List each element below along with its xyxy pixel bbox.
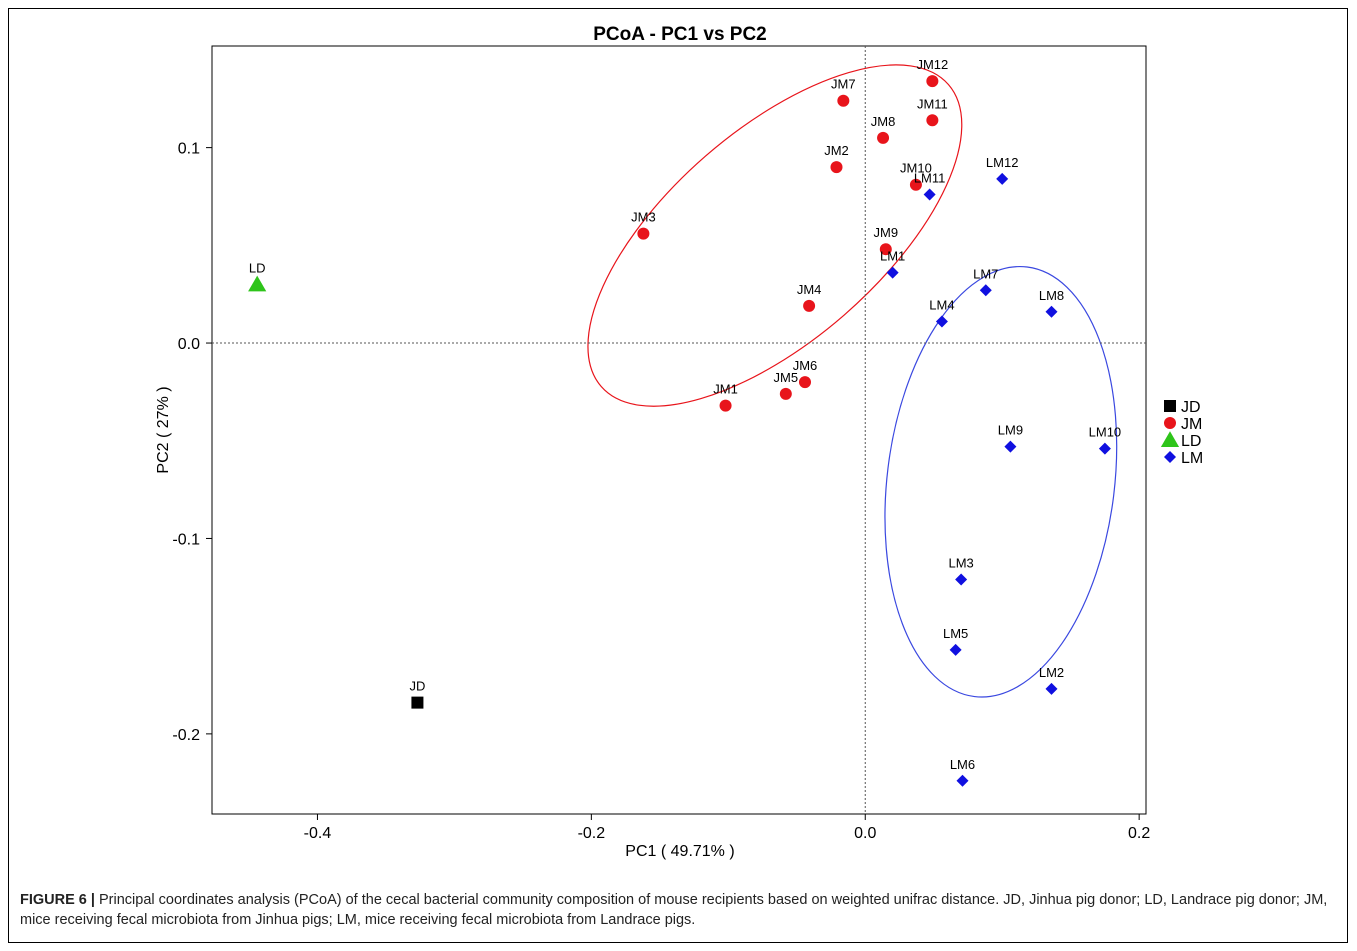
point-lm8 <box>1045 305 1058 318</box>
point-lm9 <box>1004 440 1017 453</box>
point-jm3 <box>637 227 650 240</box>
point-jm12 <box>926 75 939 88</box>
point-label: LM10 <box>1089 425 1122 440</box>
point-jm9 <box>879 243 892 256</box>
y-tick-label: 0.1 <box>178 141 200 158</box>
point-label: LD <box>249 260 266 275</box>
point-lm10 <box>1098 442 1111 455</box>
point-lm2 <box>1045 682 1058 695</box>
point-label: JM11 <box>917 96 948 111</box>
point-lm7 <box>979 284 992 297</box>
point-label: JM1 <box>713 382 738 397</box>
point-jm4 <box>803 299 816 312</box>
point-jm8 <box>877 131 890 144</box>
x-tick-label: 0.2 <box>1128 825 1150 842</box>
caption-text: Principal coordinates analysis (PCoA) of… <box>20 892 1328 928</box>
point-label: LM1 <box>880 249 905 264</box>
point-label: LM9 <box>998 423 1023 438</box>
legend-label: JD <box>1181 399 1201 416</box>
x-tick-label: 0.0 <box>854 825 876 842</box>
point-label: LM7 <box>973 266 998 281</box>
point-label: LM2 <box>1039 665 1064 680</box>
legend-label: LM <box>1181 450 1203 467</box>
x-axis-label: PC1 ( 49.71% ) <box>625 843 734 860</box>
legend-marker-jm <box>1164 417 1176 429</box>
y-tick-label: 0.0 <box>178 336 200 353</box>
point-lm5 <box>949 643 962 656</box>
point-label: JM12 <box>916 57 948 72</box>
chart-title: PCoA - PC1 vs PC2 <box>593 24 767 45</box>
point-lm12 <box>996 172 1009 185</box>
reference-lines <box>212 46 1146 814</box>
point-lm3 <box>955 573 968 586</box>
point-label: JM8 <box>871 114 896 129</box>
point-label: JM7 <box>831 77 856 92</box>
ellipse-lm <box>884 265 1118 698</box>
point-ld <box>248 275 267 292</box>
point-label: LM3 <box>948 555 973 570</box>
y-axis-label: PC2 ( 27% ) <box>155 386 172 473</box>
point-label: JM5 <box>774 370 799 385</box>
legend-marker-jd <box>1164 400 1176 412</box>
point-jm2 <box>830 161 843 174</box>
point-lm11 <box>923 188 936 201</box>
legend-marker-lm <box>1164 451 1176 463</box>
point-jm6 <box>798 376 811 389</box>
figure-frame <box>8 8 1348 943</box>
point-label: JM3 <box>631 210 656 225</box>
axes: -0.4 -0.2 0.0 0.2 -0.2 -0.1 0.0 0.1 <box>172 141 1150 842</box>
point-lm6 <box>956 774 969 787</box>
pcoa-scatter-chart: -0.4 -0.2 0.0 0.2 -0.2 -0.1 0.0 0.1 JD JM1 JM2 JM3… <box>155 24 1203 860</box>
point-label: LM11 <box>914 171 946 186</box>
point-label: JM2 <box>824 143 849 158</box>
x-tick-label: -0.2 <box>578 825 606 842</box>
figure-caption: FIGURE 6 | Principal coordinates analysi… <box>20 890 1338 930</box>
point-label: LM5 <box>943 626 968 641</box>
point-jm11 <box>926 114 939 127</box>
point-jm5 <box>779 387 792 400</box>
plot-area <box>211 45 1147 815</box>
point-label: JM6 <box>793 358 818 373</box>
group-ellipses <box>587 64 1118 698</box>
y-tick-label: -0.2 <box>172 727 200 744</box>
x-tick-label: -0.4 <box>304 825 332 842</box>
point-jm10 <box>909 178 922 191</box>
point-label: JM10 <box>900 161 932 176</box>
legend-label: LD <box>1181 433 1201 450</box>
point-lm4 <box>935 315 948 328</box>
y-tick-label: -0.1 <box>172 531 200 548</box>
point-label: LM12 <box>986 155 1019 170</box>
point-jd <box>411 696 424 709</box>
point-label: LM4 <box>929 298 954 313</box>
ellipse-jm <box>587 64 963 407</box>
legend-label: JM <box>1181 416 1202 433</box>
caption-label: FIGURE 6 | <box>20 892 95 908</box>
point-label: JM4 <box>797 282 822 297</box>
point-label: LM6 <box>950 757 975 772</box>
point-label: JM9 <box>874 225 899 240</box>
legend-marker-ld <box>1160 431 1180 447</box>
point-jm7 <box>837 94 850 107</box>
point-label: JD <box>409 679 425 694</box>
point-label: LM8 <box>1039 288 1064 303</box>
point-lm1 <box>886 266 899 279</box>
point-jm1 <box>719 399 732 412</box>
